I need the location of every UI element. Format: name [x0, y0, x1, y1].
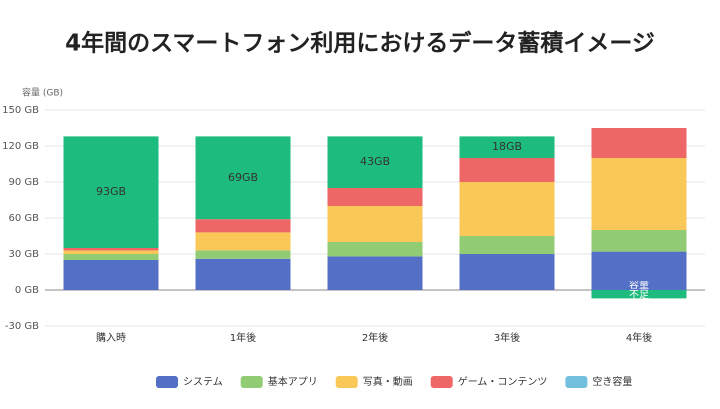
x-tick-label: 購入時	[96, 331, 126, 344]
x-tick-label: 1年後	[230, 331, 256, 344]
bar-segment	[591, 158, 687, 230]
value-label: 69GB	[228, 171, 258, 184]
y-tick-label: 120 GB	[2, 141, 39, 152]
bar-segment	[591, 128, 687, 158]
y-axis-label: 容量 (GB)	[22, 87, 63, 99]
bar-segment	[327, 188, 423, 206]
x-tick-label: 4年後	[626, 331, 652, 344]
legend-swatch	[565, 376, 588, 388]
value-label: 93GB	[96, 185, 126, 198]
y-tick-label: 30 GB	[8, 249, 39, 260]
y-tick-label: 90 GB	[8, 177, 39, 188]
legend-label: ゲーム・コンテンツ	[458, 376, 548, 388]
legend-label: 空き容量	[592, 375, 632, 388]
bar-segment	[327, 242, 423, 257]
bar-segment	[63, 136, 159, 248]
x-tick-label: 2年後	[362, 331, 388, 344]
bar-segment	[195, 232, 291, 251]
bar-segment	[327, 136, 423, 188]
legend-swatch	[156, 376, 178, 388]
bar-segment	[63, 254, 159, 260]
value-label-box: 容量不足	[629, 281, 649, 301]
bar-segment	[195, 250, 291, 259]
value-label: 18GB	[492, 140, 522, 153]
legend-item: 基本アプリ	[240, 375, 318, 388]
legend-swatch	[335, 376, 358, 388]
legend-item: 空き容量	[565, 375, 632, 388]
bar-segment	[63, 248, 159, 251]
value-label: 43GB	[360, 155, 390, 168]
bar-segment	[459, 236, 555, 254]
bar-segment	[327, 256, 423, 290]
legend-label: システム	[183, 376, 223, 388]
y-tick-label: 0 GB	[15, 285, 39, 296]
bar-segment	[195, 136, 291, 220]
legend-label: 基本アプリ	[268, 375, 318, 388]
bar-segment	[459, 158, 555, 182]
y-tick-label: 150 GB	[2, 105, 39, 116]
bar-segment	[63, 250, 159, 254]
bar-segment	[459, 136, 555, 158]
y-tick-label: 60 GB	[8, 213, 39, 224]
legend-item: システム	[156, 376, 223, 388]
bar-segment	[195, 258, 291, 290]
bar-segment	[591, 290, 687, 299]
x-tick-label: 3年後	[494, 331, 520, 344]
bar-segment	[459, 182, 555, 236]
chart-title: 4年間のスマートフォン利用におけるデータ蓄積イメージ	[65, 30, 655, 57]
value-label: 容量不足	[629, 281, 649, 301]
bar-segment	[63, 260, 159, 290]
bar-segment	[459, 254, 555, 290]
bar-segment	[591, 251, 687, 290]
legend-swatch	[240, 376, 263, 388]
legend-swatch	[430, 376, 453, 388]
legend-label: 写真・動画	[363, 375, 413, 388]
y-tick-label: -30 GB	[5, 321, 39, 332]
bar-segment	[327, 206, 423, 242]
bar-segment	[195, 219, 291, 233]
legend-item: ゲーム・コンテンツ	[430, 376, 548, 388]
legend-item: 写真・動画	[335, 375, 413, 388]
bar-segment	[591, 230, 687, 252]
